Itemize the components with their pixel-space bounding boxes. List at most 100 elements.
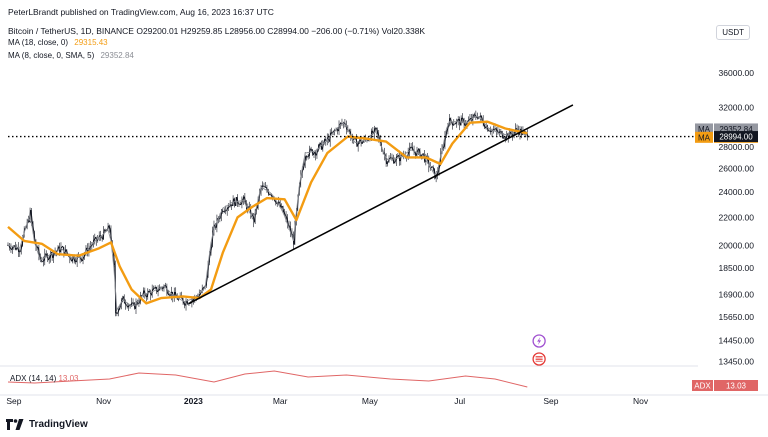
- candle-body: [108, 225, 111, 230]
- y-tick-label: 18500.00: [719, 263, 755, 273]
- candle-body: [152, 287, 155, 290]
- candle-body: [121, 296, 124, 301]
- candle-body: [70, 258, 73, 262]
- chart-overlays: [7, 104, 698, 312]
- candle-body: [290, 232, 293, 236]
- candle-body: [467, 119, 470, 122]
- candle-body: [233, 198, 236, 207]
- ma18-legend[interactable]: MA (18, close, 0) 29315.43: [8, 38, 108, 47]
- adx-value: 13.03: [58, 374, 79, 383]
- price-tag-label-bg: [695, 131, 713, 143]
- candle-body: [445, 129, 448, 136]
- adx-line: [7, 370, 528, 388]
- candle-body: [208, 253, 211, 263]
- candle-body: [352, 138, 355, 140]
- candle-body: [49, 252, 52, 258]
- y-tick-label: 16900.00: [719, 290, 755, 300]
- candle-body: [148, 290, 151, 293]
- adx-tag-value: 13.03: [726, 382, 747, 391]
- candle-body: [157, 290, 160, 293]
- ma8-line: [7, 115, 527, 312]
- candle-body: [33, 231, 36, 243]
- candle-body: [223, 210, 226, 213]
- candle-body: [46, 254, 49, 261]
- candle-body: [461, 117, 464, 120]
- candle-body: [399, 153, 402, 162]
- trendline[interactable]: [188, 104, 574, 305]
- candle-body: [476, 116, 479, 119]
- candle-body: [42, 260, 45, 263]
- tradingview-logo[interactable]: TradingView: [6, 419, 88, 430]
- candle-body: [50, 252, 54, 258]
- candle-body: [452, 123, 455, 126]
- ma8-legend[interactable]: MA (8, close, 0, SMA, 5) 29352.84: [8, 51, 134, 60]
- candle-body: [281, 205, 285, 213]
- candle-body: [386, 161, 389, 165]
- time-axis[interactable]: Sep Nov 2023 Mar May Jul Sep Nov: [0, 394, 768, 406]
- price-tag-label: MA: [698, 125, 711, 134]
- candle-body: [265, 186, 269, 191]
- candle-body: [220, 210, 223, 218]
- candle-body: [274, 200, 277, 204]
- candle-body: [407, 151, 410, 158]
- candle-body: [262, 185, 266, 188]
- candle-body: [377, 133, 380, 138]
- candle-body: [118, 306, 121, 310]
- candle-body: [238, 203, 240, 205]
- candle-body: [480, 115, 483, 120]
- candle-body: [437, 165, 441, 172]
- price-tag-value: 29352.84: [719, 125, 753, 134]
- event-badges[interactable]: [532, 334, 546, 366]
- candle-body: [495, 128, 498, 131]
- x-tick-label: Sep: [543, 396, 558, 406]
- candle-body: [198, 293, 201, 298]
- candle-body: [123, 296, 126, 304]
- ma18-value: 29315.43: [74, 38, 108, 47]
- candle-body: [130, 302, 133, 306]
- candle-body: [167, 293, 170, 296]
- candle-body: [315, 150, 319, 156]
- x-tick-label: 2023: [184, 396, 203, 406]
- candle-body: [143, 290, 146, 296]
- candle-body: [483, 124, 486, 129]
- candle-body: [387, 157, 391, 162]
- candle-body: [430, 166, 433, 169]
- candle-body: [277, 201, 280, 203]
- currency-button[interactable]: USDT: [716, 25, 750, 40]
- candle-body: [59, 246, 63, 253]
- candle-body: [93, 236, 96, 241]
- candle-body: [310, 148, 312, 151]
- candle-body: [186, 300, 189, 305]
- candle-body: [165, 286, 169, 294]
- price-axis[interactable]: 36000.00 32000.00 28000.00 26000.00 24000.00…: [719, 68, 755, 366]
- ma18-line: [7, 120, 528, 305]
- candle-body: [192, 298, 195, 301]
- candle-body: [89, 245, 92, 248]
- adx-pane: ADX (14, 14) 13.03 ADX 13.03: [0, 365, 758, 391]
- candle-body: [411, 147, 414, 151]
- us-flag-event-icon[interactable]: [532, 352, 546, 366]
- candle-body: [227, 206, 230, 209]
- flag-stripe: [535, 356, 543, 357]
- x-tick-label: Jul: [454, 396, 465, 406]
- candle-body: [9, 247, 13, 251]
- candle-body: [90, 244, 93, 247]
- candle-body: [104, 229, 107, 232]
- candle-body: [202, 286, 205, 289]
- candle-body: [209, 246, 213, 254]
- candle-body: [164, 284, 167, 287]
- candle-body: [311, 149, 314, 156]
- candle-body: [40, 260, 43, 263]
- y-tick-label: 14450.00: [719, 335, 755, 345]
- candle-body: [43, 253, 46, 261]
- candle-body: [30, 210, 33, 222]
- symbol-ohlc-line[interactable]: Bitcoin / TetherUS, 1D, BINANCE O29200.0…: [8, 26, 426, 36]
- candle-body: [398, 155, 401, 162]
- candle-body: [288, 224, 290, 227]
- publish-info: PeterLBrandt published on TradingView.co…: [8, 7, 274, 17]
- candle-body: [489, 130, 492, 133]
- x-tick-label: Nov: [96, 396, 112, 406]
- candle-body: [132, 302, 134, 304]
- candle-body: [229, 204, 232, 208]
